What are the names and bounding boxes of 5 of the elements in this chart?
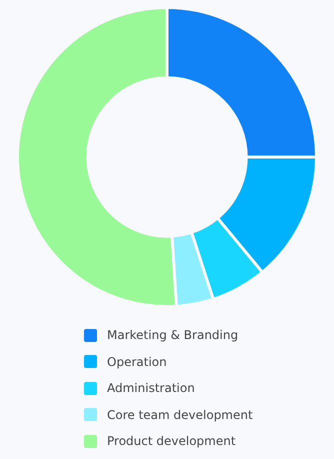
legend-label: Product development [107, 434, 236, 448]
legend-label: Marketing & Branding [107, 328, 238, 342]
legend-label: Core team development [107, 408, 253, 422]
legend-label: Administration [107, 381, 195, 396]
legend-label: Operation [107, 354, 167, 369]
